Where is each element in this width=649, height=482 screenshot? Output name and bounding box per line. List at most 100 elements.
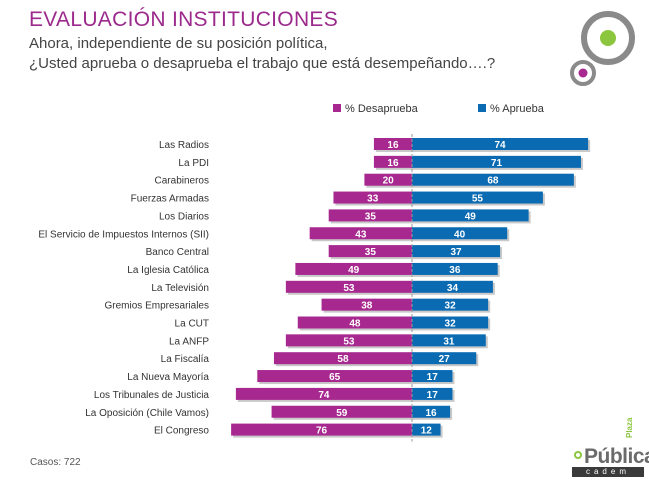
bar-desaprueba bbox=[271, 405, 412, 418]
data-label-aprueba: 74 bbox=[494, 140, 506, 151]
subtitle-line-1: Ahora, independiente de su posición polí… bbox=[29, 35, 328, 52]
category-label: El Servicio de Impuestos Internos (SII) bbox=[38, 229, 209, 240]
data-label-desaprueba: 33 bbox=[367, 194, 379, 205]
bar-aprueba bbox=[412, 227, 508, 240]
category-label: La CUT bbox=[175, 319, 209, 330]
data-label-desaprueba: 43 bbox=[355, 229, 367, 240]
bar-desaprueba bbox=[373, 155, 412, 168]
data-label-aprueba: 49 bbox=[465, 211, 477, 222]
data-label-desaprueba: 16 bbox=[387, 158, 399, 169]
bar-desaprueba bbox=[285, 334, 412, 347]
data-label-aprueba: 16 bbox=[425, 408, 437, 419]
category-label: Fuerzas Armadas bbox=[131, 194, 209, 205]
brand-logo: Pública Plaza cadem bbox=[572, 418, 649, 477]
data-label-aprueba: 31 bbox=[443, 336, 455, 347]
logo-circles-icon bbox=[570, 11, 635, 86]
bar-aprueba bbox=[412, 173, 574, 186]
category-label: La Televisión bbox=[151, 283, 209, 294]
bar-aprueba bbox=[412, 155, 581, 168]
bar-aprueba bbox=[412, 405, 451, 418]
bar-desaprueba bbox=[321, 298, 412, 311]
bar-desaprueba bbox=[297, 316, 412, 329]
data-label-aprueba: 71 bbox=[491, 158, 503, 169]
data-label-desaprueba: 74 bbox=[318, 390, 330, 401]
data-label-aprueba: 68 bbox=[487, 176, 499, 187]
bar-aprueba bbox=[412, 245, 501, 258]
bar-desaprueba bbox=[309, 227, 412, 240]
data-label-aprueba: 40 bbox=[454, 229, 466, 240]
data-label-desaprueba: 49 bbox=[348, 265, 360, 276]
data-label-aprueba: 34 bbox=[447, 283, 459, 294]
legend-swatch-aprueba bbox=[478, 104, 486, 112]
data-label-aprueba: 37 bbox=[450, 247, 462, 258]
bar-desaprueba bbox=[231, 423, 412, 436]
bar-aprueba bbox=[412, 209, 529, 222]
data-label-desaprueba: 76 bbox=[316, 426, 328, 437]
data-label-aprueba: 17 bbox=[427, 372, 439, 383]
bar-desaprueba bbox=[273, 352, 412, 365]
logo-ring-large bbox=[581, 11, 635, 65]
category-label: La ANFP bbox=[169, 336, 209, 347]
category-label: La Fiscalía bbox=[161, 354, 210, 365]
category-label: El Congreso bbox=[154, 426, 209, 437]
bar-desaprueba bbox=[285, 280, 412, 293]
bar-aprueba bbox=[412, 138, 589, 150]
brand-dot-icon bbox=[574, 451, 582, 459]
subtitle-line-2: ¿Usted aprueba o desaprueba el trabajo q… bbox=[29, 55, 496, 72]
data-label-desaprueba: 58 bbox=[337, 354, 349, 365]
data-label-desaprueba: 48 bbox=[349, 319, 361, 330]
bar-aprueba bbox=[412, 423, 441, 436]
category-label: La Iglesia Católica bbox=[127, 265, 209, 276]
data-label-desaprueba: 16 bbox=[387, 140, 399, 151]
bar-desaprueba bbox=[328, 245, 412, 258]
bar-aprueba bbox=[412, 334, 486, 347]
data-label-aprueba: 32 bbox=[445, 301, 457, 312]
data-label-aprueba: 32 bbox=[445, 319, 457, 330]
legend-label-desaprueba: % Desaprueba bbox=[345, 103, 419, 115]
category-label: La Oposición (Chile Vamos) bbox=[85, 408, 209, 419]
bar-desaprueba bbox=[333, 191, 412, 204]
data-label-desaprueba: 65 bbox=[329, 372, 341, 383]
data-label-aprueba: 27 bbox=[439, 354, 451, 365]
bar-desaprueba bbox=[295, 262, 412, 275]
category-label: La Nueva Mayoría bbox=[127, 372, 209, 383]
category-label: Los Diarios bbox=[159, 211, 209, 222]
bar-desaprueba bbox=[235, 387, 412, 400]
logo-ring-small bbox=[570, 60, 596, 86]
legend-swatch-desaprueba bbox=[333, 104, 341, 112]
bar-desaprueba bbox=[364, 173, 412, 186]
category-label: Gremios Empresariales bbox=[105, 301, 209, 312]
data-label-aprueba: 17 bbox=[427, 390, 439, 401]
brand-plaza: Plaza bbox=[625, 417, 634, 438]
bar-aprueba bbox=[412, 262, 498, 275]
bar-aprueba bbox=[412, 280, 493, 293]
bar-desaprueba bbox=[257, 370, 412, 383]
category-label: Las Radios bbox=[159, 140, 209, 151]
data-label-aprueba: 12 bbox=[421, 426, 433, 437]
sample-size: Casos: 722 bbox=[30, 457, 81, 468]
data-label-desaprueba: 35 bbox=[365, 211, 377, 222]
bar-desaprueba bbox=[328, 209, 412, 222]
logo-dot-pink bbox=[578, 68, 588, 78]
bar-aprueba bbox=[412, 370, 453, 383]
bar-desaprueba bbox=[373, 138, 412, 150]
brand-cadem: cadem bbox=[572, 467, 644, 477]
bar-aprueba bbox=[412, 352, 477, 365]
category-label: Los Tribunales de Justicia bbox=[94, 390, 210, 401]
data-label-desaprueba: 59 bbox=[336, 408, 348, 419]
legend-label-aprueba: % Aprueba bbox=[490, 103, 545, 115]
bar-aprueba bbox=[412, 316, 489, 329]
data-label-aprueba: 36 bbox=[449, 265, 461, 276]
page-title: EVALUACIÓN INSTITUCIONES bbox=[29, 8, 339, 31]
category-label: La PDI bbox=[178, 158, 209, 169]
category-label: Carabineros bbox=[155, 176, 209, 187]
logo-dot-green bbox=[600, 30, 616, 46]
data-label-desaprueba: 53 bbox=[343, 283, 355, 294]
brand-name: Pública bbox=[584, 445, 649, 468]
bar-aprueba bbox=[412, 298, 489, 311]
category-label: Banco Central bbox=[146, 247, 209, 258]
bar-aprueba bbox=[412, 191, 543, 204]
bar-aprueba bbox=[412, 387, 453, 400]
data-label-desaprueba: 20 bbox=[383, 176, 395, 187]
